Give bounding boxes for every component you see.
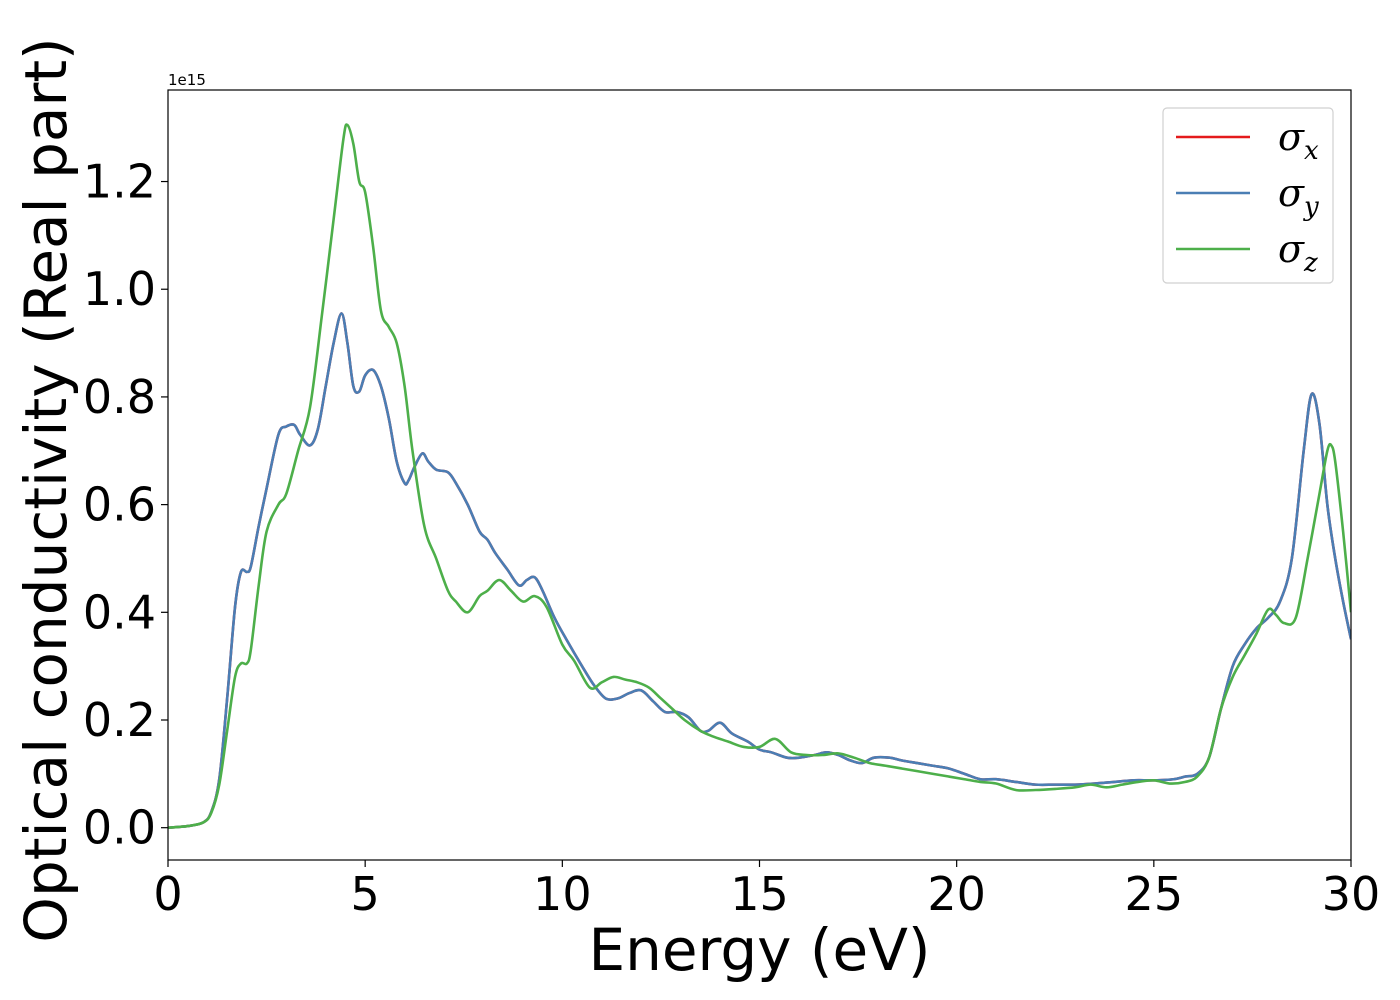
series-line-z xyxy=(168,123,1351,829)
y-tick-label: 1.2 xyxy=(83,155,156,209)
axes: 0 5 10 15 20 25 30 0.0 0.2 0.4 0.6 0.8 1.0 1.2 xyxy=(83,89,1381,921)
x-tick-label: 30 xyxy=(1322,867,1381,921)
y-tick-label: 0.8 xyxy=(83,370,156,424)
x-tick-label: 15 xyxy=(730,867,789,921)
legend-label-base: σ xyxy=(1278,115,1305,159)
x-tick-label: 10 xyxy=(533,867,592,921)
legend-box xyxy=(1162,107,1334,284)
y-axis-title: Optical conductivity (Real part) xyxy=(12,37,80,942)
x-tick-label: 0 xyxy=(153,867,182,921)
plot-area xyxy=(168,123,1351,829)
x-tick-label: 25 xyxy=(1125,867,1184,921)
legend-label-x: σx xyxy=(1278,115,1319,166)
legend-label-subscript: y xyxy=(1303,192,1319,222)
y-tick-label: 0.2 xyxy=(83,693,156,747)
legend-label-z: σz xyxy=(1278,227,1318,278)
y-tick-label: 1.0 xyxy=(83,262,156,316)
legend-label-base: σ xyxy=(1278,227,1305,271)
series-line-y xyxy=(168,312,1351,829)
legend-label-y: σy xyxy=(1278,171,1319,222)
y-offset-label: 1e15 xyxy=(168,71,206,89)
y-tick-label: 0.4 xyxy=(83,585,156,639)
legend-label-subscript: z xyxy=(1303,248,1318,278)
x-tick-label: 5 xyxy=(351,867,380,921)
x-tick-label: 20 xyxy=(927,867,986,921)
y-tick-label: 0.6 xyxy=(83,478,156,532)
y-tick-label: 0.0 xyxy=(83,801,156,855)
legend-label-subscript: x xyxy=(1304,136,1319,166)
legend-label-base: σ xyxy=(1278,171,1305,215)
x-axis-title: Energy (eV) xyxy=(588,916,930,984)
